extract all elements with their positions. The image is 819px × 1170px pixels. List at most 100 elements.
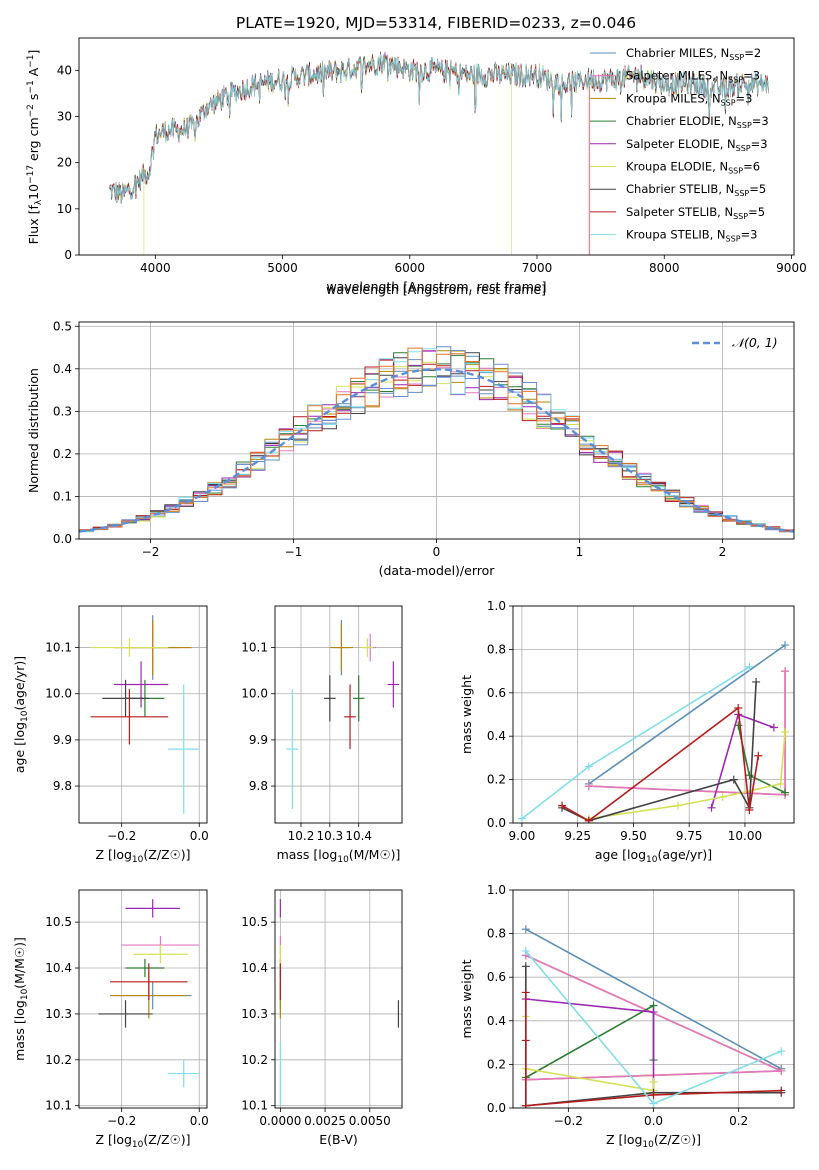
x-tick-label: 1 [576, 545, 584, 559]
y-tick-label: 0.1 [53, 489, 72, 503]
weight-line [588, 644, 786, 785]
y-tick-label: 0.3 [53, 404, 72, 418]
mass-vs-ebv-panel: 0.0000 0.0025 0.0050 10.1 10.2 10.3 10.4 10.5 E(… [241, 889, 403, 1147]
y-tick-label: 0 [64, 248, 72, 262]
y-tick-label: 0.0 [487, 816, 506, 830]
plot-area [521, 925, 786, 1108]
y-tick-label: 10.4 [241, 961, 268, 975]
y-tick-label: 0.2 [53, 447, 72, 461]
y-tick-label: 10 [57, 202, 72, 216]
y-tick-label: 40 [57, 63, 72, 77]
residual-histogram-panel: −2 −1 0 1 2 0.0 0.1 0.2 0.3 0.4 0.5 (data-model)/er… [26, 319, 795, 578]
errorbar-point [133, 945, 188, 964]
x-tick-label: 10.00 [728, 829, 762, 843]
legend-entry: Chabrier ELODIE, NSSP=3 [626, 114, 769, 130]
errorbar-point [102, 679, 149, 717]
errorbar-point [387, 661, 400, 708]
x-tick-label: 0.0025 [304, 1114, 346, 1128]
y-tick-label: 10.0 [45, 687, 72, 701]
x-tick-label: 9.50 [620, 829, 647, 843]
weight-marker [777, 1066, 786, 1075]
y-tick-label: 9.9 [249, 733, 268, 747]
weight-marker [781, 727, 790, 736]
weight-marker [776, 779, 785, 788]
x-tick-label: 0.0000 [259, 1114, 301, 1128]
errorbar-point [90, 689, 169, 745]
y-tick-label: 0.8 [487, 642, 506, 656]
y-tick-label: 30 [57, 109, 72, 123]
weight-marker [521, 988, 530, 997]
y-axis-label: mass weight [459, 959, 474, 1038]
x-tick-label: −0.2 [107, 1114, 136, 1128]
y-tick-label: 10.2 [241, 1053, 268, 1067]
weight-marker [752, 677, 761, 686]
x-tick-label: 9000 [776, 261, 807, 275]
x-axis-label: age [log10(age/yr)] [595, 847, 712, 865]
weight-marker [777, 1047, 786, 1056]
weight-marker [745, 771, 754, 780]
weight-marker [718, 792, 727, 801]
x-axis-label: wavelength [Angstrom, rest frame] [326, 279, 546, 294]
weight-line [525, 1004, 655, 1079]
y-tick-label: 10.4 [45, 961, 72, 975]
x-axis-label: Z [log10(Z/Z☉)] [95, 847, 190, 865]
errorbar-point [168, 1059, 200, 1088]
x-tick-label: 0.0 [644, 1114, 663, 1128]
gaussian-curve [79, 368, 794, 533]
errorbar-point [110, 963, 188, 1001]
weight-marker [521, 962, 530, 971]
weight-marker [769, 723, 778, 732]
weight-marker [521, 1036, 530, 1045]
errorbar-point [352, 675, 365, 722]
weight-vs-metallicity-panel: −0.2 0.0 0.2 0.0 0.2 0.4 0.6 0.8 1.0 Z [log10(Z/Z… [459, 883, 795, 1150]
legend-entry: Kroupa STELIB, NSSP=3 [626, 228, 757, 244]
y-tick-label: 0.4 [487, 1014, 506, 1028]
y-tick-label: 0.6 [487, 970, 506, 984]
legend-entry: Chabrier STELIB, NSSP=5 [626, 182, 766, 198]
axes-frame [512, 605, 795, 824]
legend-entry: Kroupa MILES, NSSP=3 [626, 91, 752, 107]
y-tick-label: 9.8 [53, 779, 72, 793]
y-axis-label: Flux [fλ10−17 erg cm−2 s−1 A−1] [26, 50, 44, 245]
x-tick-label: 6000 [395, 261, 426, 275]
weight-marker [781, 641, 790, 650]
weight-marker [734, 703, 743, 712]
mass-vs-metallicity-panel: −0.2 0.0 10.1 10.2 10.3 10.4 10.5 Z [log10(Z/Z☉… [12, 889, 209, 1150]
weight-marker [521, 947, 530, 956]
y-tick-label: 1.0 [487, 599, 506, 613]
y-tick-label: 10.5 [45, 915, 72, 929]
weight-marker [649, 1008, 658, 1017]
y-tick-label: 10.3 [45, 1007, 72, 1021]
weight-marker [521, 1101, 530, 1108]
x-tick-label: −2 [142, 545, 160, 559]
axes-frame [274, 605, 403, 824]
x-tick-label: 0.0 [190, 829, 209, 843]
x-tick-label: 5000 [267, 261, 298, 275]
age-vs-metallicity-panel: −0.2 0.0 9.8 9.9 10.0 10.1 Z [log10(Z/Z☉)] age … [12, 605, 209, 865]
y-tick-label: 0.4 [53, 362, 72, 376]
plot-area [286, 619, 400, 810]
weight-marker [745, 662, 754, 671]
x-tick-label: 9.25 [564, 829, 591, 843]
weight-marker [781, 788, 790, 797]
weight-marker [649, 1090, 658, 1099]
y-tick-label: 0.6 [487, 686, 506, 700]
spectrum-line-kroupa-stelib [109, 53, 769, 204]
y-tick-label: 0.8 [487, 927, 506, 941]
errorbar-point [329, 624, 353, 671]
histogram-step [79, 347, 794, 539]
x-axis-label: E(B-V) [319, 1132, 358, 1147]
weight-marker [707, 803, 716, 812]
errorbar-point [344, 684, 356, 750]
axes-frame [78, 37, 795, 256]
plot-area [517, 641, 790, 823]
plot-area [109, 51, 769, 255]
legend-entry: Salpeter STELIB, NSSP=5 [626, 205, 765, 221]
legend-entry: 𝒩(0, 1) [732, 335, 778, 350]
x-tick-label: 9.75 [676, 829, 703, 843]
plot-area [98, 899, 200, 1088]
x-tick-label: 2 [719, 545, 727, 559]
y-tick-label: 10.2 [45, 1053, 72, 1067]
plot-area [90, 615, 200, 814]
x-axis-label: wavelength [Angstrom, rest frame] [326, 282, 546, 297]
